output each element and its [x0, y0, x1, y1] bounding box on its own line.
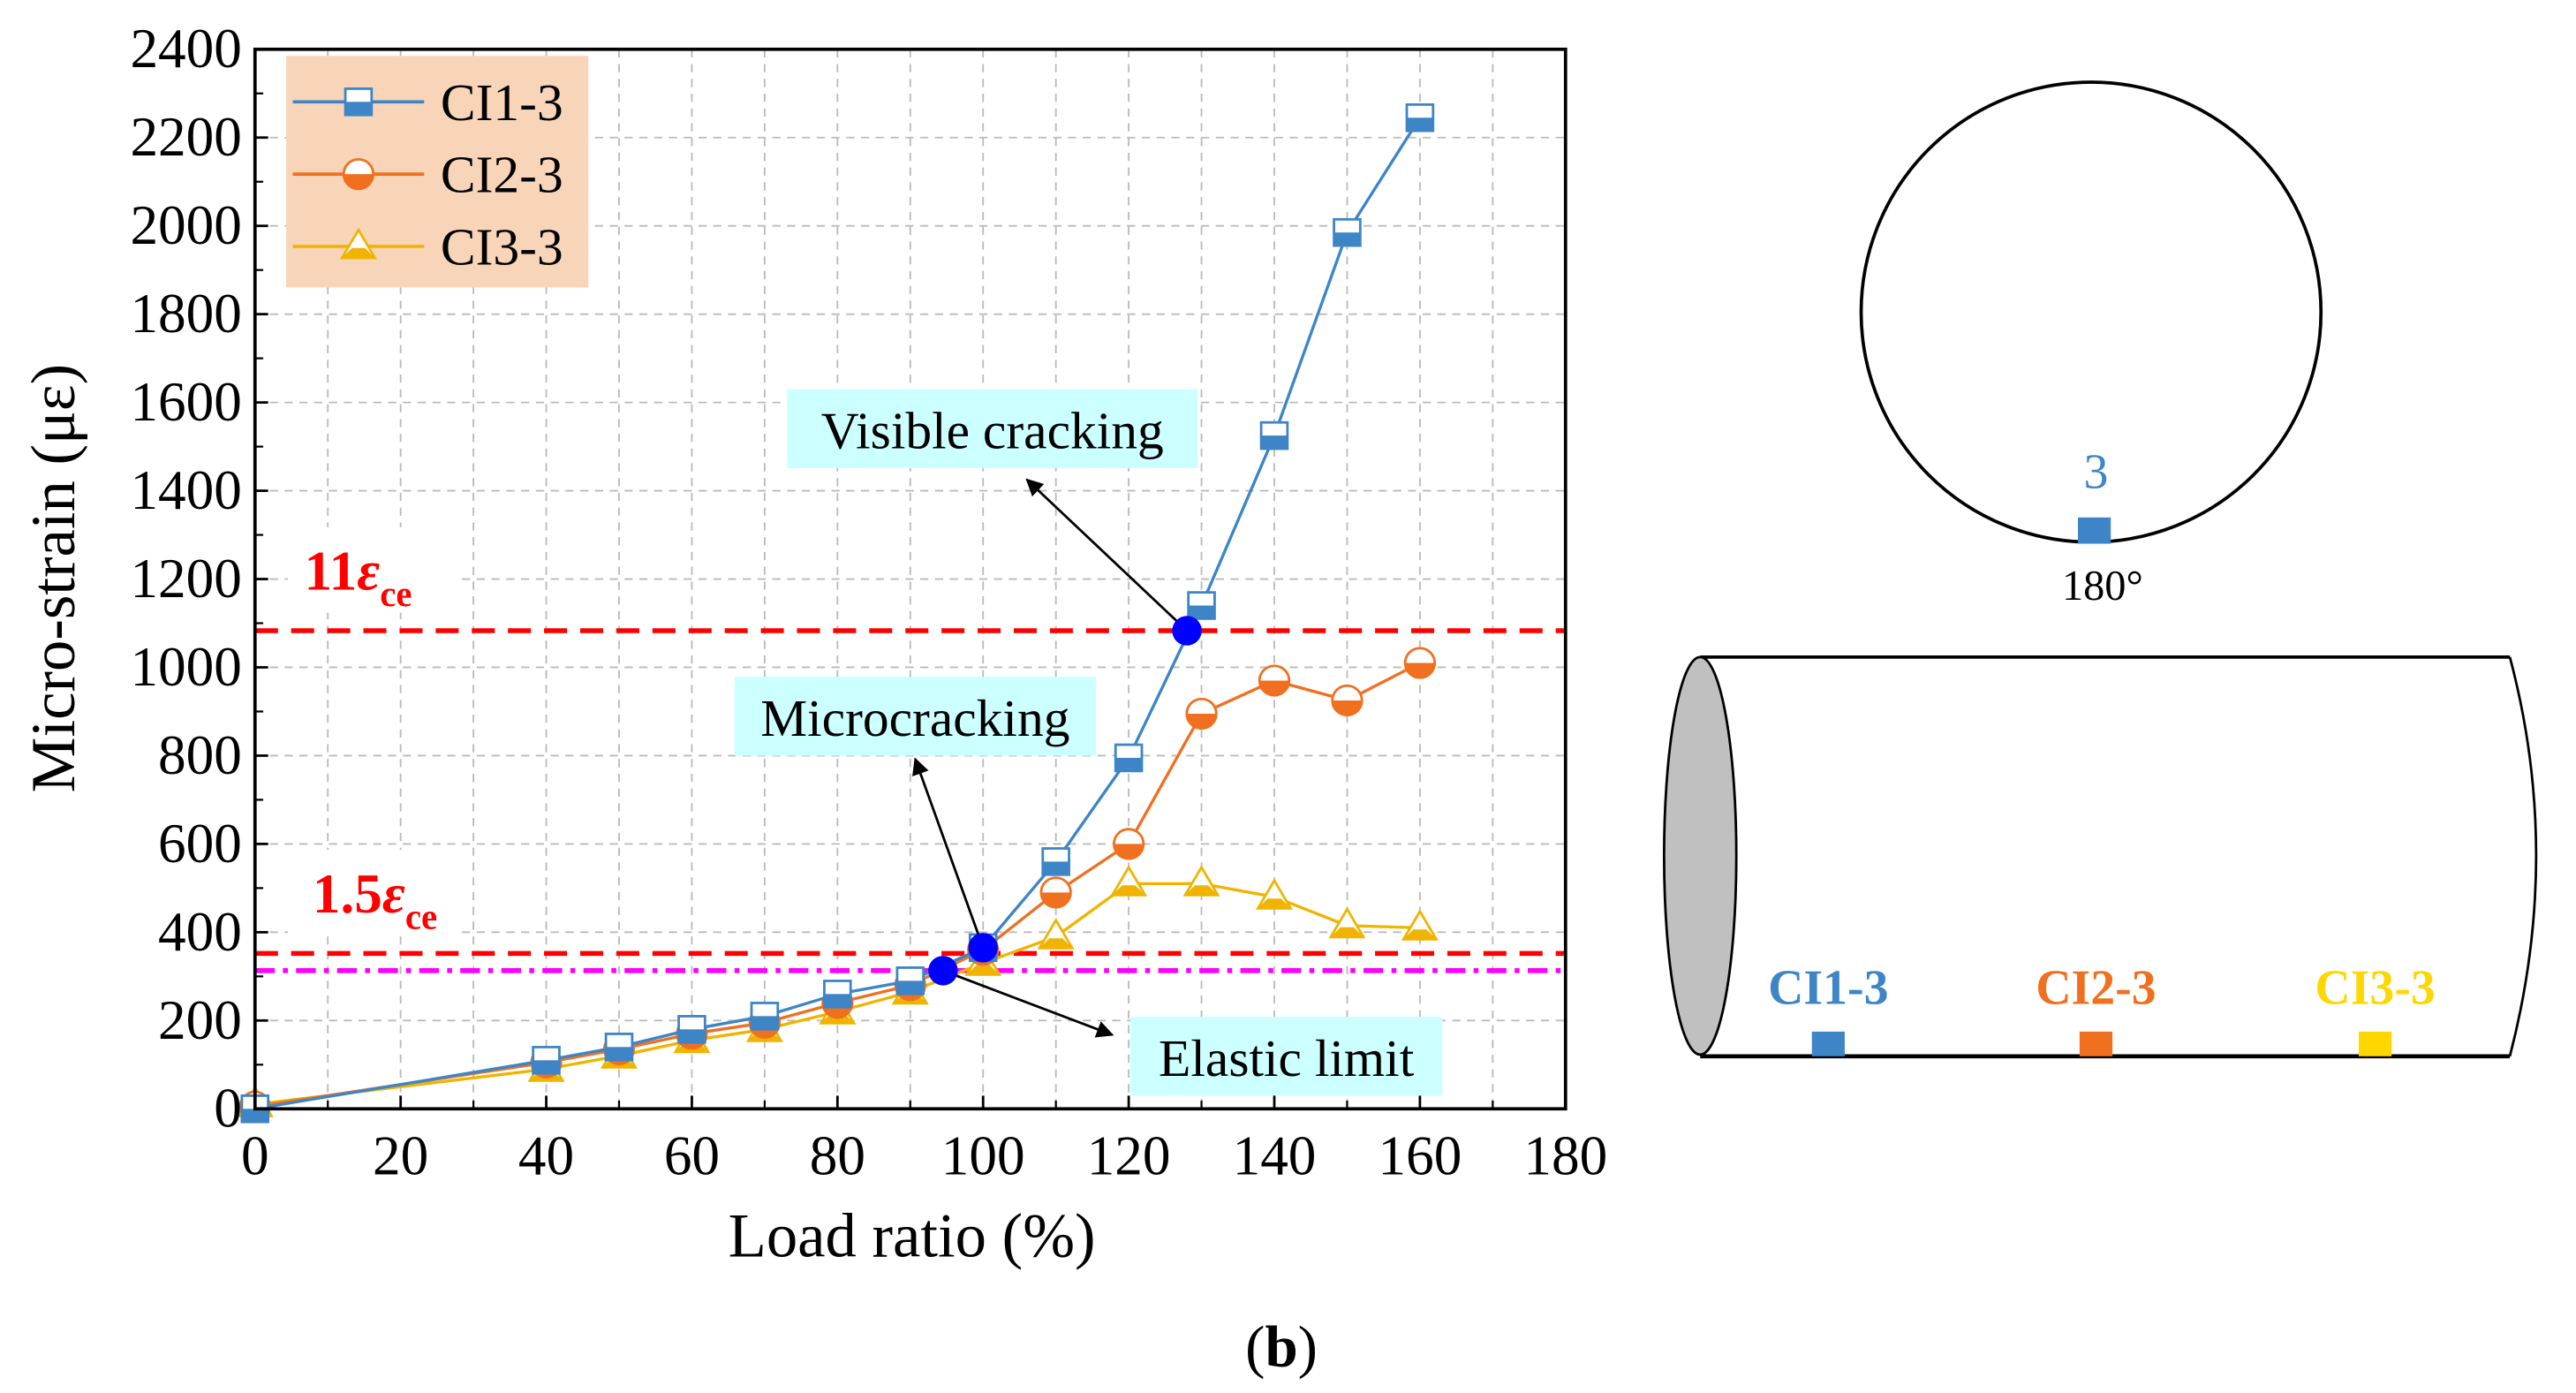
circle-marker-fill	[1405, 662, 1435, 678]
triangle-marker-fill	[1039, 938, 1073, 949]
legend-label: CI3-3	[441, 217, 563, 276]
sensor-label: CI1-3	[1768, 960, 1888, 1015]
square-marker-fill	[824, 994, 851, 1008]
annotations: Elastic limit Microcracking Visible cracki…	[734, 389, 1443, 1096]
y-tick-label: 2400	[130, 18, 241, 79]
circle-marker-fill	[1114, 844, 1144, 859]
circle-marker-fill	[1332, 700, 1363, 715]
legend-label: CI2-3	[441, 146, 563, 204]
x-tick-label: 60	[664, 1125, 720, 1187]
axis-ticks: 0 20 40 60 80 100 120 140 160 1800200400600800100…	[130, 18, 1607, 1186]
x-axis-label: Load ratio (%)	[729, 1202, 1096, 1271]
annotation-box	[787, 389, 1198, 469]
panel-label: (b)	[1245, 1314, 1318, 1380]
annotation-arrow	[942, 969, 1114, 1038]
square-marker-fill	[1407, 117, 1433, 132]
sensor-marker	[2359, 1031, 2392, 1056]
angle-label: 180°	[2062, 563, 2143, 609]
square-marker-fill	[678, 1029, 706, 1043]
sensor-marker	[2078, 517, 2111, 544]
x-tick-label: 100	[941, 1125, 1025, 1187]
legend-label: CI1-3	[441, 73, 563, 132]
y-tick-label: 600	[158, 813, 242, 874]
triangle-marker-fill	[1403, 929, 1437, 940]
y-tick-label: 1200	[130, 548, 241, 609]
reference-lines: 11εce 1.5εce	[254, 526, 1566, 973]
y-tick-label: 400	[158, 901, 242, 963]
legend-box	[286, 56, 589, 288]
square-marker-fill	[533, 1060, 560, 1074]
x-tick-label: 160	[1378, 1125, 1462, 1187]
y-axis-label: Micro-strain (με)	[19, 364, 88, 792]
x-tick-label: 140	[1233, 1125, 1317, 1187]
sensor-marker	[2079, 1031, 2113, 1056]
circle-marker-fill	[344, 174, 374, 189]
reference-label-bg	[287, 526, 461, 613]
schematic: 3 180° CI1-3 CI2-3 CI3-3	[1662, 80, 2538, 1059]
key-point-marker	[928, 956, 958, 986]
square-marker-fill	[1188, 605, 1215, 619]
x-tick-label: 120	[1087, 1125, 1171, 1187]
reference-label: 1.5εce	[313, 863, 437, 937]
triangle-marker-fill	[342, 247, 375, 258]
x-tick-label: 40	[518, 1125, 574, 1187]
square-marker-fill	[345, 102, 372, 116]
sensor-label: CI2-3	[2036, 960, 2156, 1015]
y-tick-label: 2200	[130, 106, 241, 168]
square-marker-fill	[1115, 757, 1142, 771]
x-tick-label: 180	[1523, 1125, 1607, 1187]
square-marker-fill	[241, 1109, 268, 1123]
annotation-box	[734, 677, 1096, 756]
reference-label: 11εce	[305, 541, 412, 615]
square-marker-fill	[1042, 861, 1069, 875]
reference-label-bg	[287, 850, 461, 935]
circle-marker-fill	[1186, 713, 1217, 729]
y-tick-label: 200	[158, 989, 242, 1051]
y-tick-label: 1000	[130, 636, 241, 698]
sensor-marker	[1811, 1031, 1845, 1056]
annotation-label: Visible cracking	[821, 402, 1164, 460]
triangle-marker-fill	[966, 965, 1000, 975]
annotation-label: Microcracking	[760, 689, 1069, 747]
square-marker-fill	[1261, 435, 1288, 449]
cylinder-left-face	[1662, 655, 1738, 1056]
triangle-marker-fill	[1330, 927, 1364, 937]
legend: CI1-3 CI2-3 CI3-3	[286, 56, 589, 288]
y-tick-label: 1600	[130, 371, 241, 433]
circle-marker-fill	[1040, 892, 1071, 908]
triangle-marker-fill	[1112, 885, 1145, 896]
annotation-arrow	[912, 757, 985, 949]
sensor-number: 3	[2084, 444, 2109, 499]
x-tick-label: 80	[810, 1125, 865, 1187]
x-tick-label: 0	[241, 1125, 269, 1187]
key-point-marker	[968, 933, 998, 963]
y-tick-label: 1400	[130, 459, 241, 521]
y-tick-label: 1800	[130, 283, 241, 344]
square-marker-fill	[1333, 232, 1361, 246]
square-marker-fill	[896, 980, 924, 995]
x-tick-label: 20	[373, 1125, 428, 1187]
y-tick-label: 2000	[130, 194, 241, 256]
cylinder-right-end	[2508, 656, 2538, 1057]
square-marker-fill	[606, 1047, 632, 1061]
annotation-label: Elastic limit	[1159, 1029, 1415, 1087]
circle-marker-fill	[1259, 680, 1289, 696]
annotation-box	[1129, 1017, 1443, 1096]
y-tick-label: 0	[214, 1078, 242, 1139]
y-tick-label: 800	[158, 724, 242, 786]
key-point-marker	[1172, 616, 1202, 646]
triangle-marker-fill	[1184, 885, 1219, 896]
sensor-label: CI3-3	[2315, 960, 2435, 1015]
annotation-arrow	[1025, 478, 1189, 632]
square-marker-fill	[752, 1016, 778, 1030]
triangle-marker-fill	[1258, 898, 1291, 909]
